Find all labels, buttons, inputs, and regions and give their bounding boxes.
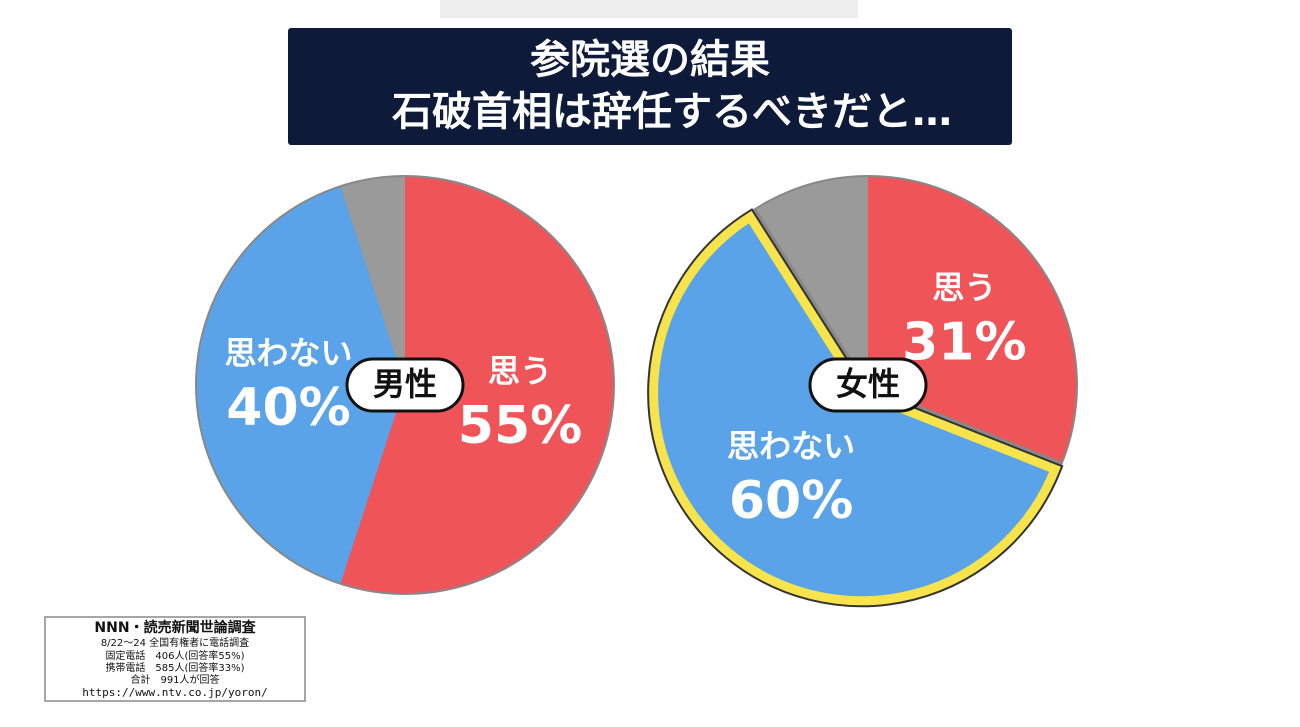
slice-value: 31% [902,313,1026,373]
title-line: 石破首相は辞任するべきだと… [392,89,952,135]
source-line: 8/22〜24 全国有権者に電話調査 [101,636,249,649]
pie-slice [340,177,613,594]
source-box [44,616,306,702]
source-title: NNN・読売新聞世論調査 [94,619,256,636]
top-bar [440,0,858,18]
pie-slice [340,177,405,385]
slice-value: 40% [226,378,350,438]
header-box [288,28,1012,145]
title-line: 参院選の結果 [530,37,770,83]
pie-name: 女性 [836,365,900,403]
source-line: 固定電話 406人(回答率55%) [105,649,244,662]
source-line: 携帯電話 585人(回答率33%) [105,661,244,674]
slice-category: 思わない [225,334,353,372]
slice-value: 60% [729,471,853,531]
slice-category: 思う [932,269,996,307]
pie-slice [197,187,405,583]
slice-category: 思わない [727,427,855,465]
center-badge [808,357,928,413]
source-url: https://www.ntv.co.jp/yoron/ [82,686,267,699]
source-line: 合計 991人が回答 [130,673,219,686]
center-badge [345,357,465,413]
pie-name: 男性 [373,365,437,403]
slice-category: 思う [488,352,552,390]
slice-value: 55% [458,396,582,456]
pie-slice [756,177,868,385]
charts: 思う 55% 思わない 40% 男性 思う 31% 思わない 60% 女性 [195,175,1078,608]
